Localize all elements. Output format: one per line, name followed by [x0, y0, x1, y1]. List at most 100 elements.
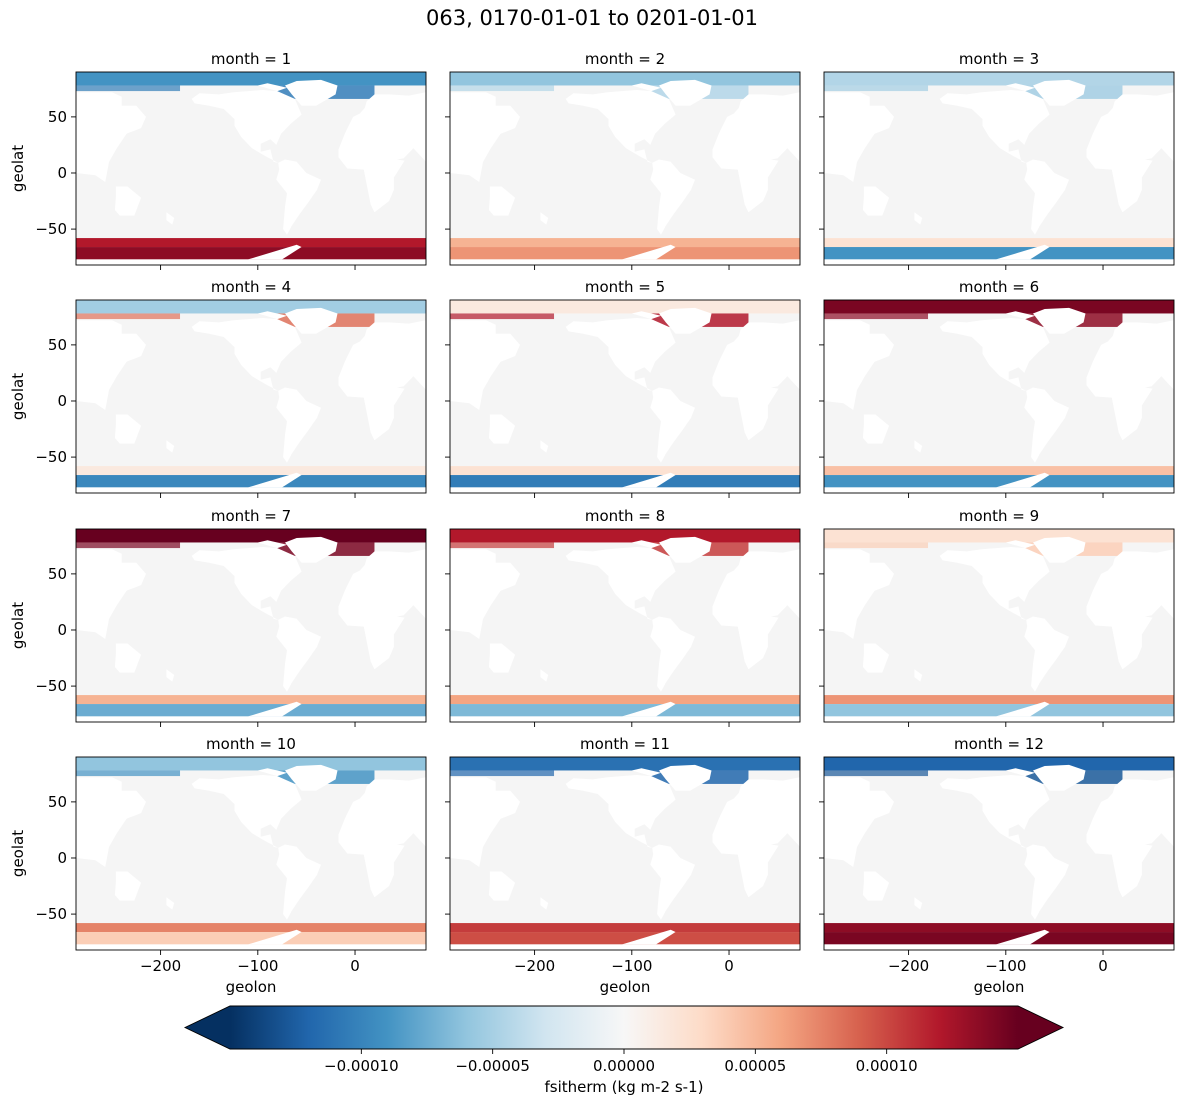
landmass	[488, 414, 516, 444]
antarctic-peninsula	[996, 701, 1050, 717]
nh-marginal-pacific	[824, 770, 929, 777]
landmass	[650, 616, 695, 692]
antarctic-peninsula	[622, 244, 676, 260]
panel-title: month = 11	[580, 735, 670, 753]
nh-marginal-pacific	[450, 542, 555, 549]
antarctic-peninsula	[622, 701, 676, 717]
landmass	[338, 92, 426, 213]
landmass	[862, 414, 890, 444]
landmass	[488, 871, 516, 901]
antarctica-land	[76, 716, 426, 722]
panel-frame	[449, 528, 801, 723]
panel-4	[71, 299, 427, 498]
southern-outer-band	[76, 238, 426, 248]
landmass	[276, 844, 321, 920]
xtick-label: −200	[514, 957, 555, 975]
antarctica-land	[824, 487, 1174, 493]
landmass	[166, 669, 175, 682]
ytick-label: −50	[35, 905, 67, 923]
landmass	[659, 764, 712, 791]
landmass	[631, 311, 661, 320]
landmass	[939, 547, 1050, 620]
landmass	[76, 549, 146, 639]
landmass	[1005, 83, 1035, 92]
panel-title: month = 4	[211, 278, 291, 296]
southern-inner-band	[76, 932, 426, 945]
southern-inner-band	[824, 247, 1174, 260]
landmass	[712, 92, 800, 213]
nh-marginal-pacific	[450, 313, 555, 320]
ytick-label: −50	[35, 448, 67, 466]
southern-inner-band	[824, 475, 1174, 488]
ytick-label: −50	[35, 677, 67, 695]
landmass	[914, 669, 923, 682]
xtick-label: −100	[985, 957, 1026, 975]
landmass	[540, 897, 549, 910]
nh-marginal-pacific	[824, 313, 929, 320]
landmass	[257, 768, 287, 777]
landmass	[565, 547, 676, 620]
antarctic-peninsula	[248, 929, 302, 945]
landmass	[712, 549, 800, 670]
panel-title: month = 7	[211, 507, 291, 525]
panel-6	[819, 299, 1175, 498]
antarctica-land	[76, 487, 426, 493]
y-axis-label: geolat	[9, 145, 27, 192]
xtick-label: −200	[140, 957, 181, 975]
antarctica-land	[824, 716, 1174, 722]
colorbar-tick-label: 0.00010	[856, 1057, 918, 1075]
ytick-label: 0	[57, 164, 67, 182]
panel-frame	[449, 756, 801, 951]
xtick-label: −200	[888, 957, 929, 975]
panel-7	[71, 528, 427, 727]
southern-outer-band	[824, 238, 1174, 248]
antarctic-peninsula	[622, 472, 676, 488]
landmass	[276, 387, 321, 463]
landmass	[285, 79, 338, 106]
landmass	[659, 307, 712, 334]
landmass	[914, 897, 923, 910]
antarctica-land	[824, 944, 1174, 950]
southern-outer-band	[76, 695, 426, 705]
landmass	[862, 643, 890, 673]
panel-3	[819, 71, 1175, 270]
landmass	[257, 311, 287, 320]
landmass	[650, 844, 695, 920]
landmass	[338, 549, 426, 670]
colorbar-extend-max	[1018, 1006, 1063, 1049]
arctic-band	[76, 529, 426, 543]
arctic-band	[824, 300, 1174, 314]
colorbar-extend-min	[185, 1006, 230, 1049]
panel-title: month = 3	[959, 50, 1039, 68]
antarctica-land	[76, 259, 426, 265]
y-axis-label: geolat	[9, 602, 27, 649]
southern-outer-band	[76, 466, 426, 476]
panel-frame	[75, 299, 427, 494]
panel-12	[819, 756, 1175, 955]
landmass	[939, 775, 1050, 848]
colorbar-label: fsitherm (kg m-2 s-1)	[545, 1078, 704, 1096]
figure-title: 063, 0170-01-01 to 0201-01-01	[426, 6, 758, 30]
landmass	[488, 186, 516, 216]
landmass	[114, 186, 142, 216]
nh-marginal-pacific	[450, 85, 555, 92]
antarctica-land	[450, 716, 800, 722]
arctic-band	[450, 529, 800, 543]
southern-inner-band	[824, 932, 1174, 945]
landmass	[276, 159, 321, 235]
landmass	[659, 79, 712, 106]
landmass	[1005, 311, 1035, 320]
landmass	[540, 212, 549, 225]
landmass	[565, 90, 676, 163]
ytick-label: 50	[48, 108, 67, 126]
landmass	[257, 83, 287, 92]
xtick-label: −100	[611, 957, 652, 975]
landmass	[114, 643, 142, 673]
antarctic-peninsula	[248, 244, 302, 260]
antarctica-land	[450, 487, 800, 493]
xtick-label: 0	[724, 957, 734, 975]
southern-inner-band	[450, 475, 800, 488]
landmass	[862, 186, 890, 216]
antarctic-peninsula	[996, 244, 1050, 260]
landmass	[565, 775, 676, 848]
